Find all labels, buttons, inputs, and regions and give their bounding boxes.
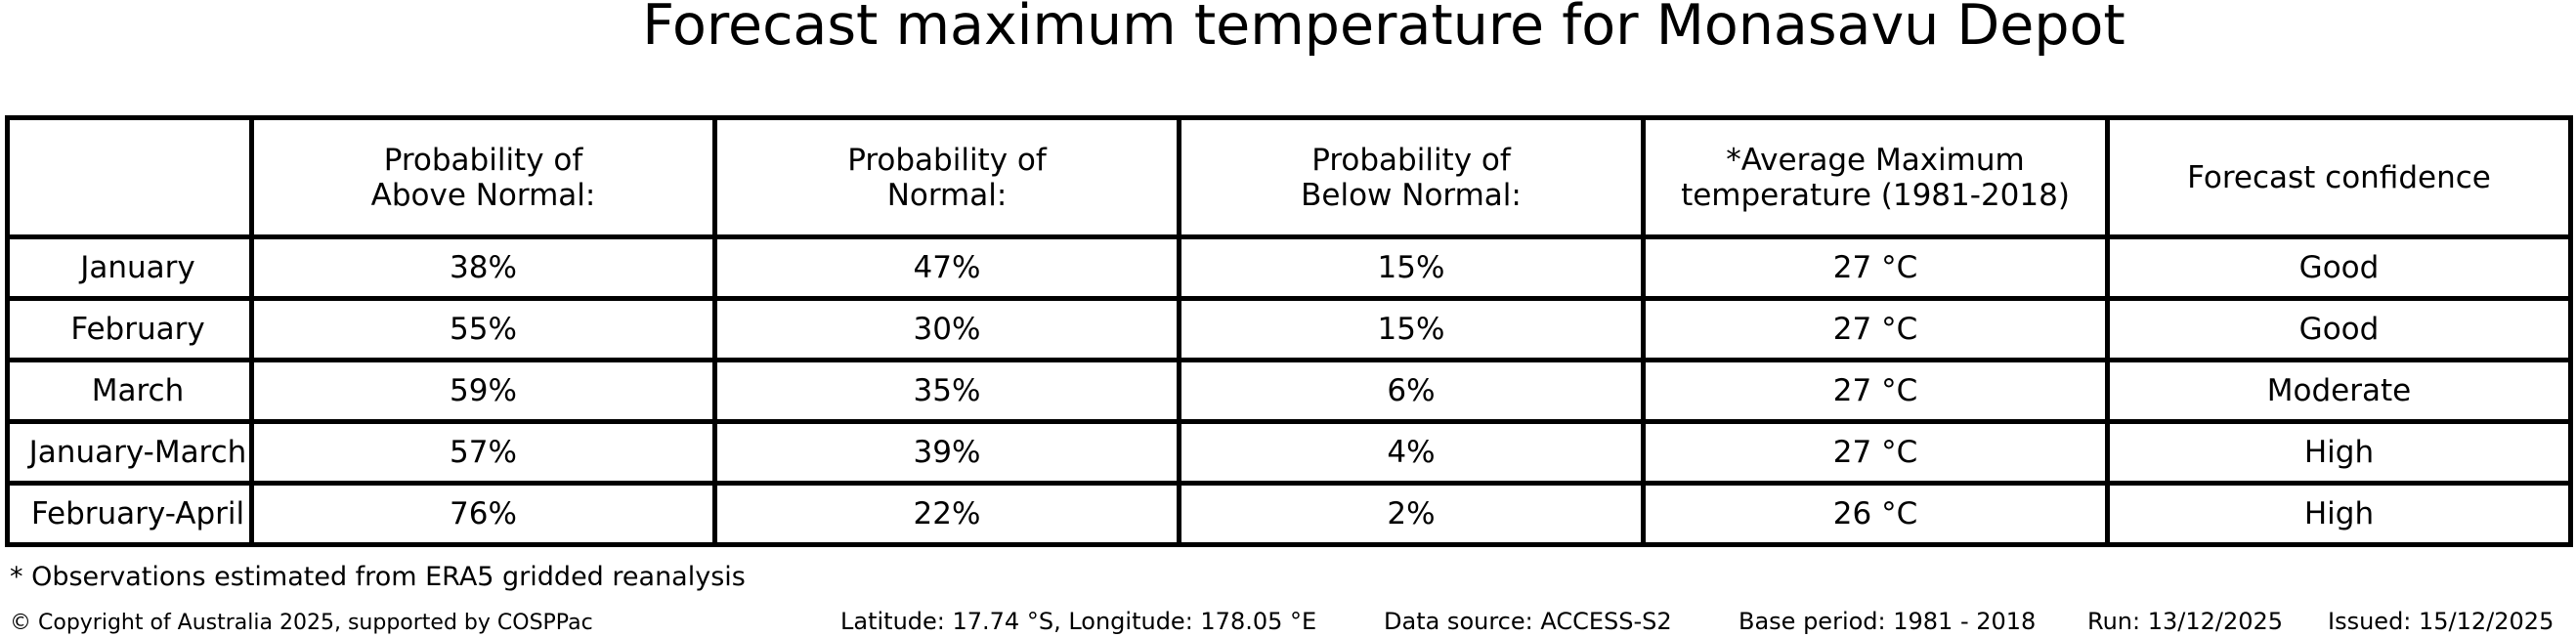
avg-max-temp-cell: 26 °C [1641, 481, 2110, 547]
table-row-january-march: January-March 57% 39% 4% 27 °C High [5, 419, 2573, 486]
location-text: Latitude: 17.74 °S, Longitude: 178.05 °E [840, 608, 1317, 635]
table-row-march: March 59% 35% 6% 27 °C Moderate [5, 358, 2573, 424]
table-header-row: Probability of Above Normal: Probability… [5, 115, 2573, 239]
confidence-cell: High [2105, 419, 2573, 486]
confidence-cell: Moderate [2105, 358, 2573, 424]
row-label: January [5, 234, 254, 301]
avg-max-temp-cell: 27 °C [1641, 234, 2110, 301]
col-header-average-max-temp: *Average Maximum temperature (1981-2018) [1641, 115, 2110, 239]
page-title: Forecast maximum temperature for Monasav… [642, 0, 2125, 58]
prob-normal-cell: 35% [712, 358, 1181, 424]
data-source-text: Data source: ACCESS-S2 [1384, 608, 1672, 635]
forecast-table: Probability of Above Normal: Probability… [5, 115, 2573, 547]
footer-metadata-line: © Copyright of Australia 2025, supported… [0, 608, 2576, 637]
confidence-cell: Good [2105, 234, 2573, 301]
row-label: January-March [5, 419, 254, 486]
prob-below-cell: 15% [1177, 296, 1646, 362]
table-row-february-april: February-April 76% 22% 2% 26 °C High [5, 481, 2573, 547]
prob-normal-cell: 22% [712, 481, 1181, 547]
col-header-below-normal: Probability of Below Normal: [1177, 115, 1646, 239]
avg-max-temp-cell: 27 °C [1641, 296, 2110, 362]
avg-max-temp-cell: 27 °C [1641, 358, 2110, 424]
prob-above-cell: 55% [249, 296, 717, 362]
prob-normal-cell: 39% [712, 419, 1181, 486]
avg-max-temp-cell: 27 °C [1641, 419, 2110, 486]
confidence-cell: High [2105, 481, 2573, 547]
row-label: February [5, 296, 254, 362]
prob-above-cell: 57% [249, 419, 717, 486]
table-row-january: January 38% 47% 15% 27 °C Good [5, 234, 2573, 301]
confidence-cell: Good [2105, 296, 2573, 362]
prob-below-cell: 4% [1177, 419, 1646, 486]
issued-date-text: Issued: 15/12/2025 [2328, 608, 2555, 635]
base-period-text: Base period: 1981 - 2018 [1739, 608, 2037, 635]
prob-below-cell: 15% [1177, 234, 1646, 301]
prob-below-cell: 2% [1177, 481, 1646, 547]
col-header-forecast-confidence: Forecast confidence [2105, 115, 2573, 239]
prob-above-cell: 59% [249, 358, 717, 424]
col-header-above-normal: Probability of Above Normal: [249, 115, 717, 239]
copyright-text: © Copyright of Australia 2025, supported… [10, 611, 593, 635]
corner-blank-cell [5, 115, 254, 239]
prob-above-cell: 38% [249, 234, 717, 301]
row-label: February-April [5, 481, 254, 547]
table-row-february: February 55% 30% 15% 27 °C Good [5, 296, 2573, 362]
prob-normal-cell: 47% [712, 234, 1181, 301]
prob-above-cell: 76% [249, 481, 717, 547]
col-header-normal: Probability of Normal: [712, 115, 1181, 239]
run-date-text: Run: 13/12/2025 [2087, 608, 2284, 635]
observations-footnote: * Observations estimated from ERA5 gridd… [10, 562, 746, 592]
row-label: March [5, 358, 254, 424]
prob-below-cell: 6% [1177, 358, 1646, 424]
prob-normal-cell: 30% [712, 296, 1181, 362]
